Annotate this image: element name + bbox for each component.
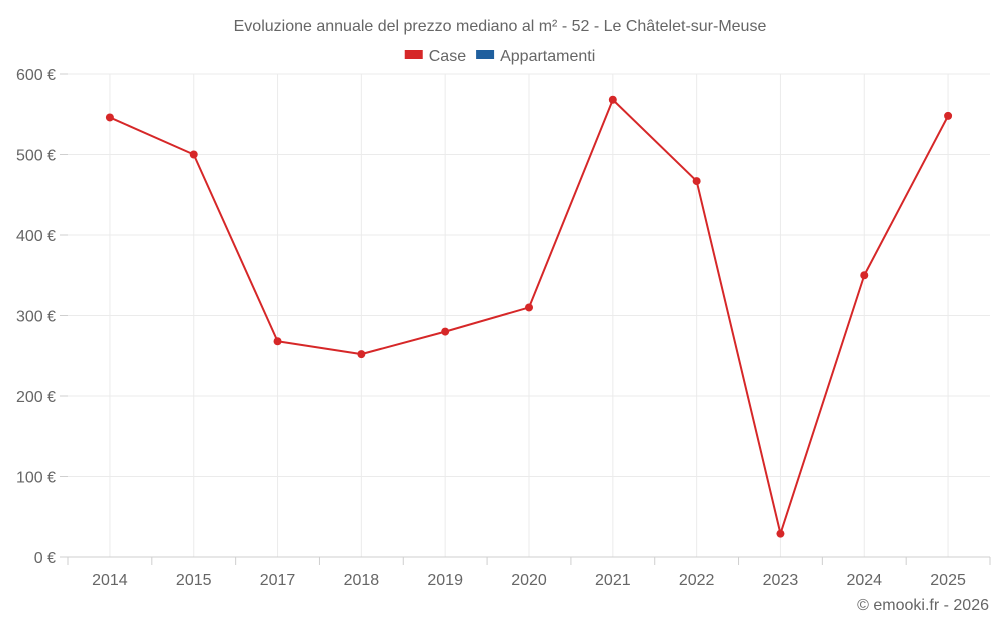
chart-title: Evoluzione annuale del prezzo mediano al… — [234, 18, 767, 35]
y-tick-label: 300 € — [16, 309, 56, 326]
x-tick-label: 2019 — [427, 572, 463, 589]
legend-swatch-appartamenti[interactable] — [476, 50, 495, 59]
data-point[interactable] — [525, 303, 533, 312]
legend-label-appartamenti[interactable]: Appartamenti — [500, 48, 595, 65]
y-tick-label: 100 € — [16, 470, 56, 487]
data-point[interactable] — [608, 95, 617, 104]
x-tick-label: 2021 — [595, 572, 631, 589]
x-tick-label: 2015 — [176, 572, 212, 589]
x-tick-label: 2020 — [511, 572, 547, 589]
data-point[interactable] — [944, 111, 953, 120]
data-point[interactable] — [441, 327, 450, 336]
x-tick-label: 2022 — [679, 572, 715, 589]
x-tick-label: 2023 — [763, 572, 799, 589]
data-point[interactable] — [692, 177, 701, 186]
x-tick-label: 2024 — [846, 572, 882, 589]
y-tick-label: 500 € — [16, 148, 56, 165]
y-tick-label: 200 € — [16, 389, 56, 406]
data-point[interactable] — [357, 350, 366, 359]
data-point[interactable] — [776, 529, 785, 538]
credit-text: © emooki.fr - 2026 — [857, 597, 989, 614]
legend[interactable]: Case Appartamenti — [404, 48, 596, 65]
x-tick-label: 2018 — [344, 572, 380, 589]
y-tick-label: 0 € — [34, 550, 56, 567]
legend-label-case[interactable]: Case — [429, 48, 466, 65]
x-tick-label: 2025 — [930, 572, 966, 589]
legend-swatch-case[interactable] — [404, 50, 423, 59]
y-tick-label: 400 € — [16, 228, 56, 245]
data-point[interactable] — [189, 150, 198, 159]
data-point[interactable] — [105, 113, 114, 122]
grid — [68, 73, 990, 557]
data-point[interactable] — [273, 337, 282, 346]
x-tick-label: 2014 — [92, 572, 128, 589]
axes: 0 € 100 € 200 € 300 € 400 € 500 € 600 € 2014 201… — [16, 67, 991, 589]
data-point[interactable] — [860, 271, 869, 280]
series-layer — [105, 95, 953, 538]
x-tick-label: 2017 — [260, 572, 296, 589]
y-tick-label: 600 € — [16, 67, 56, 84]
